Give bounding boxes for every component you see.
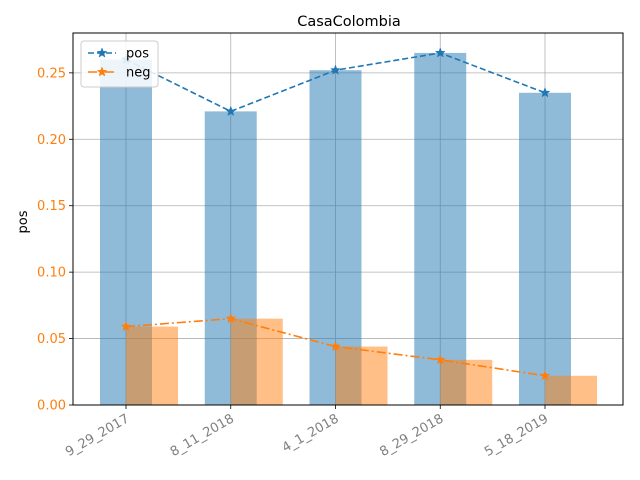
point-pos-3	[434, 47, 446, 58]
y-tick-label-0: 0.00	[37, 399, 66, 414]
y-tick-label-1: 0.05	[37, 332, 66, 347]
x-tick-label-2: 4_1_2018	[280, 411, 342, 455]
point-pos-4	[539, 87, 551, 98]
plot-frame	[72, 32, 624, 406]
y-tick-label-3: 0.15	[37, 199, 66, 214]
point-neg-1	[225, 312, 237, 324]
legend-label-pos: pos	[126, 47, 149, 62]
bar-neg-0	[126, 326, 178, 405]
y-tick-label-5: 0.25	[37, 66, 66, 81]
x-ticks: 9_29_2017 8_11_2018 4_1_2018 8_29_2018 5_18_…	[63, 405, 551, 460]
bar-neg-1	[230, 318, 283, 405]
point-pos-2	[330, 64, 341, 75]
y-axis-label: pos	[16, 210, 31, 233]
point-neg-4	[539, 370, 551, 381]
bars	[100, 52, 597, 406]
x-tick-label-3: 8_29_2018	[377, 411, 446, 459]
line-neg	[125, 317, 546, 377]
x-tick-label-0: 9_29_2017	[63, 411, 132, 459]
point-neg-2	[330, 340, 341, 352]
x-tick-label-1: 8_11_2018	[168, 411, 237, 459]
bar-neg-3	[440, 359, 493, 405]
chart-title: CasaColombia	[297, 14, 401, 30]
x-tick-label-4: 5_18_2019	[482, 411, 551, 459]
bar-neg-4	[545, 375, 597, 405]
bar-pos-3	[414, 52, 467, 406]
point-neg-3	[434, 354, 446, 365]
legend: pos neg	[80, 40, 159, 88]
legend-marker-pos	[96, 47, 108, 58]
legend-label-neg: neg	[126, 66, 151, 81]
y-tick-label-2: 0.10	[37, 266, 66, 281]
point-pos-1	[225, 105, 237, 117]
y-ticks: 0.00 0.05 0.10 0.15 0.20 0.25	[37, 66, 73, 414]
bar-neg-2	[335, 346, 388, 405]
bar-pos-4	[519, 92, 571, 406]
point-neg-0	[120, 320, 132, 332]
legend-marker-neg	[96, 66, 108, 77]
y-tick-label-4: 0.20	[37, 133, 66, 148]
